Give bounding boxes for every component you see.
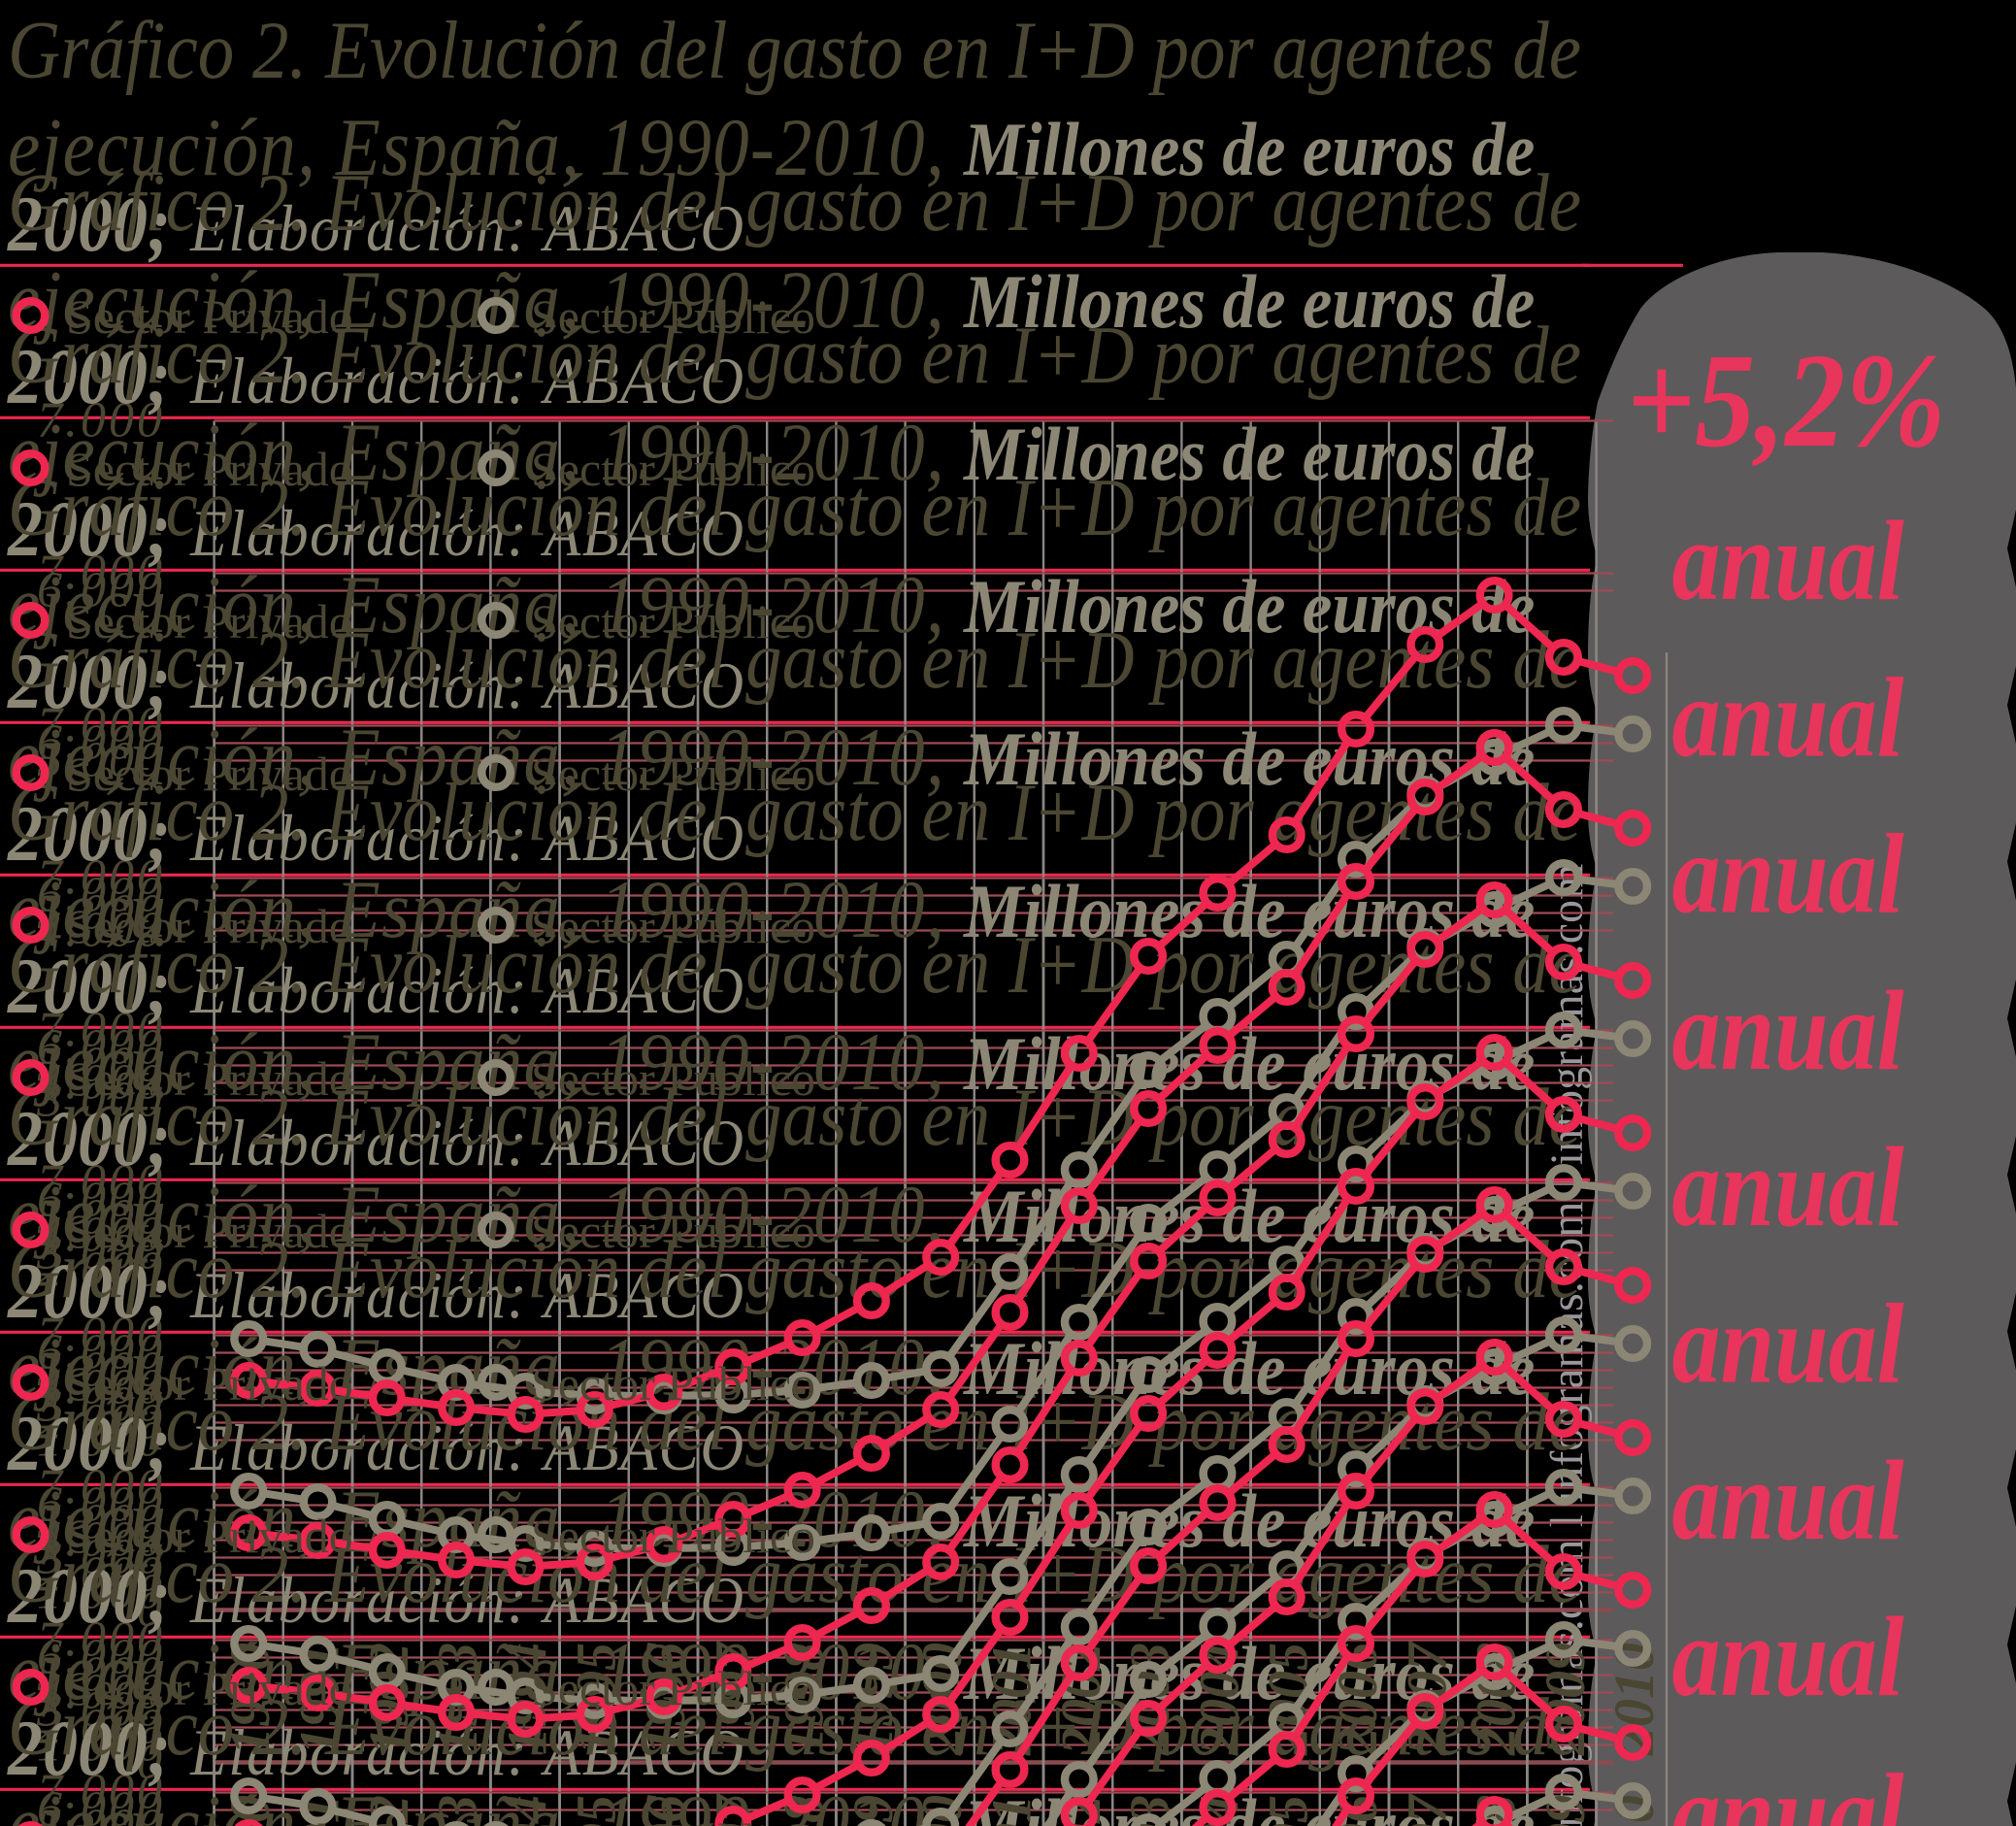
svg-text:+5,2%: +5,2%: [1627, 327, 1946, 476]
svg-text:anual: anual: [1672, 811, 1905, 938]
svg-text:anual: anual: [1672, 497, 1905, 624]
svg-text:anual: anual: [1672, 1280, 1905, 1408]
svg-text:anual: anual: [1672, 1437, 1905, 1564]
svg-text:anual: anual: [1672, 1593, 1905, 1720]
svg-text:anual: anual: [1672, 1750, 1905, 1826]
svg-text:anual: anual: [1672, 654, 1905, 781]
svg-text:anual: anual: [1672, 967, 1905, 1094]
svg-text:anual: anual: [1672, 1124, 1905, 1251]
